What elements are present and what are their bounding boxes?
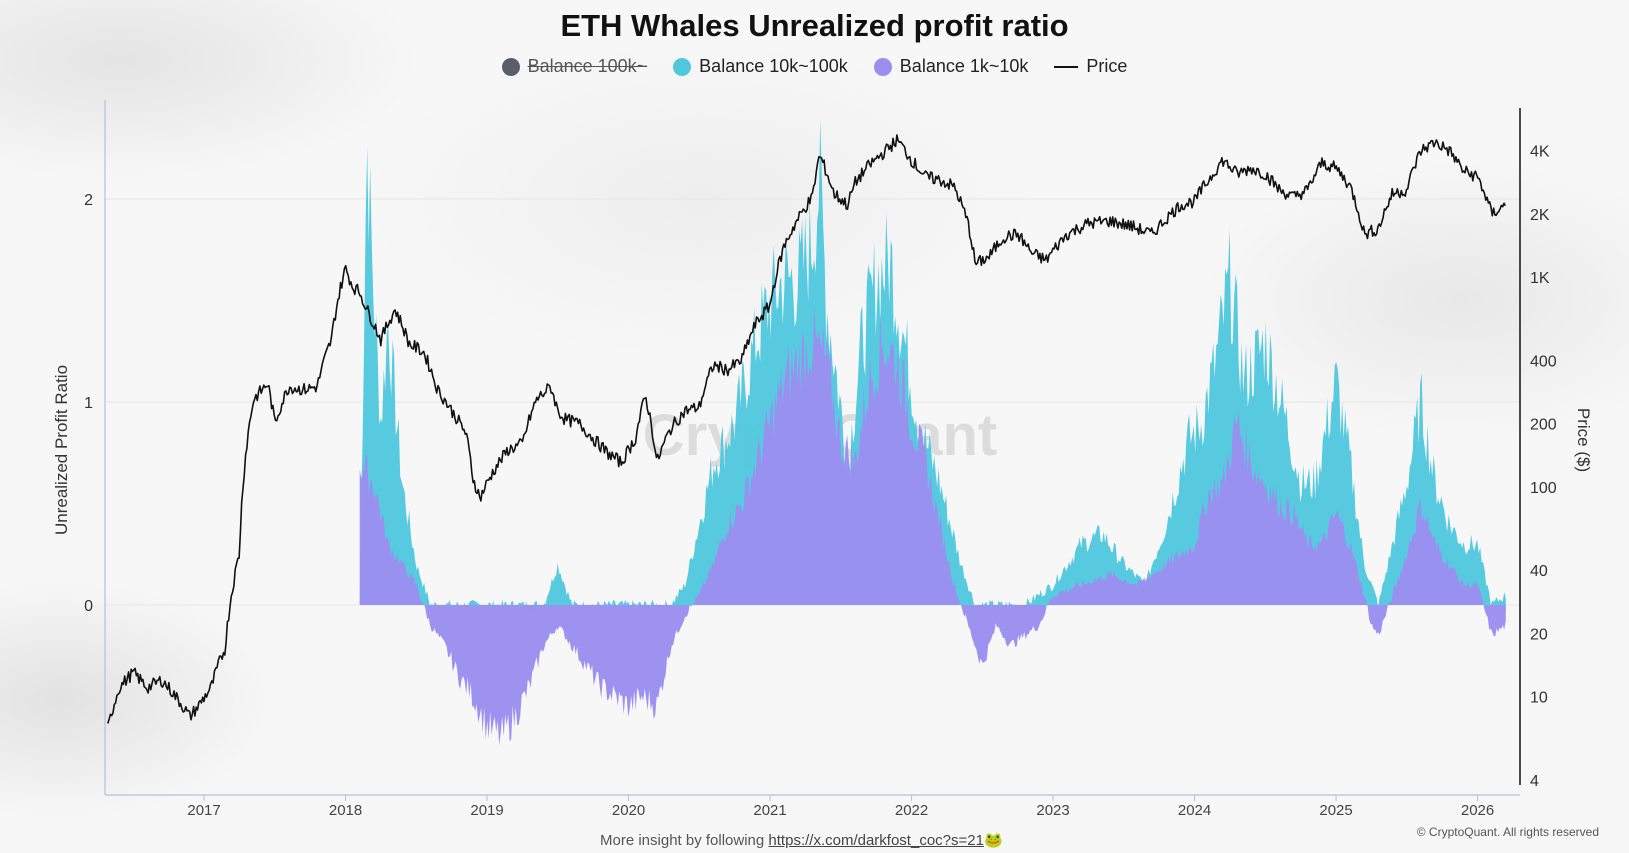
legend-label: Balance 100k~ bbox=[527, 56, 648, 76]
x-tick-label: 2021 bbox=[753, 802, 786, 819]
area-balance-10k-100k bbox=[359, 120, 1506, 611]
legend-label: Balance 10k~100k bbox=[699, 56, 848, 76]
legend-item-balance-10k-100k[interactable]: Balance 10k~100k bbox=[673, 56, 848, 77]
x-tick-label: 2025 bbox=[1319, 802, 1352, 819]
legend-dot-icon bbox=[501, 57, 520, 76]
legend: Balance 100k~ Balance 10k~100k Balance 1… bbox=[0, 56, 1629, 77]
y-right-tick-label: 10 bbox=[1530, 690, 1548, 707]
copyright: © CryptoQuant. All rights reserved bbox=[1416, 825, 1599, 839]
y-right-tick-label: 400 bbox=[1530, 353, 1557, 370]
legend-item-price[interactable]: Price bbox=[1054, 56, 1127, 77]
y-right-tick-label: 1K bbox=[1530, 270, 1550, 287]
y-left-tick-label: 2 bbox=[84, 192, 93, 209]
x-tick-label: 2020 bbox=[612, 802, 645, 819]
footer-text: More insight by following bbox=[600, 832, 765, 849]
y-right-tick-label: 4K bbox=[1530, 144, 1550, 161]
y-right-tick-label: 2K bbox=[1530, 207, 1550, 224]
y-axis-label-right: Price ($) bbox=[1574, 408, 1593, 472]
legend-item-balance-1k-10k[interactable]: Balance 1k~10k bbox=[873, 56, 1029, 77]
x-tick-label: 2017 bbox=[187, 802, 220, 819]
x-tick-label: 2022 bbox=[895, 802, 928, 819]
legend-dot-icon bbox=[673, 57, 692, 76]
legend-label: Price bbox=[1086, 56, 1128, 76]
x-tick-label: 2023 bbox=[1036, 802, 1069, 819]
y-left-tick-label: 0 bbox=[84, 598, 93, 615]
y-right-tick-label: 40 bbox=[1530, 563, 1548, 580]
legend-dot-icon bbox=[873, 57, 892, 76]
legend-label: Balance 1k~10k bbox=[899, 56, 1029, 76]
y-right-tick-label: 4 bbox=[1530, 773, 1539, 790]
y-axis-label-left: Unrealized Profit Ratio bbox=[52, 365, 71, 535]
x-tick-label: 2024 bbox=[1178, 802, 1211, 819]
footer-link[interactable]: https://x.com/darkfost_coc?s=21 bbox=[768, 832, 984, 849]
x-tick-label: 2019 bbox=[470, 802, 503, 819]
y-right-tick-label: 20 bbox=[1530, 626, 1548, 643]
x-tick-label: 2018 bbox=[329, 802, 362, 819]
price-line bbox=[107, 134, 1507, 724]
x-tick-label: 2026 bbox=[1461, 802, 1494, 819]
area-balance-1k-10k bbox=[359, 305, 1506, 746]
y-left-tick-label: 1 bbox=[84, 395, 93, 412]
legend-item-balance-100k[interactable]: Balance 100k~ bbox=[501, 56, 648, 77]
chart-title: ETH Whales Unrealized profit ratio bbox=[560, 8, 1069, 43]
legend-line-icon bbox=[1054, 65, 1079, 68]
y-right-tick-label: 100 bbox=[1530, 480, 1557, 497]
footer: More insight by following https://x.com/… bbox=[600, 831, 1003, 849]
frog-icon: 🐸 bbox=[983, 832, 1003, 849]
y-right-tick-label: 200 bbox=[1530, 417, 1557, 434]
